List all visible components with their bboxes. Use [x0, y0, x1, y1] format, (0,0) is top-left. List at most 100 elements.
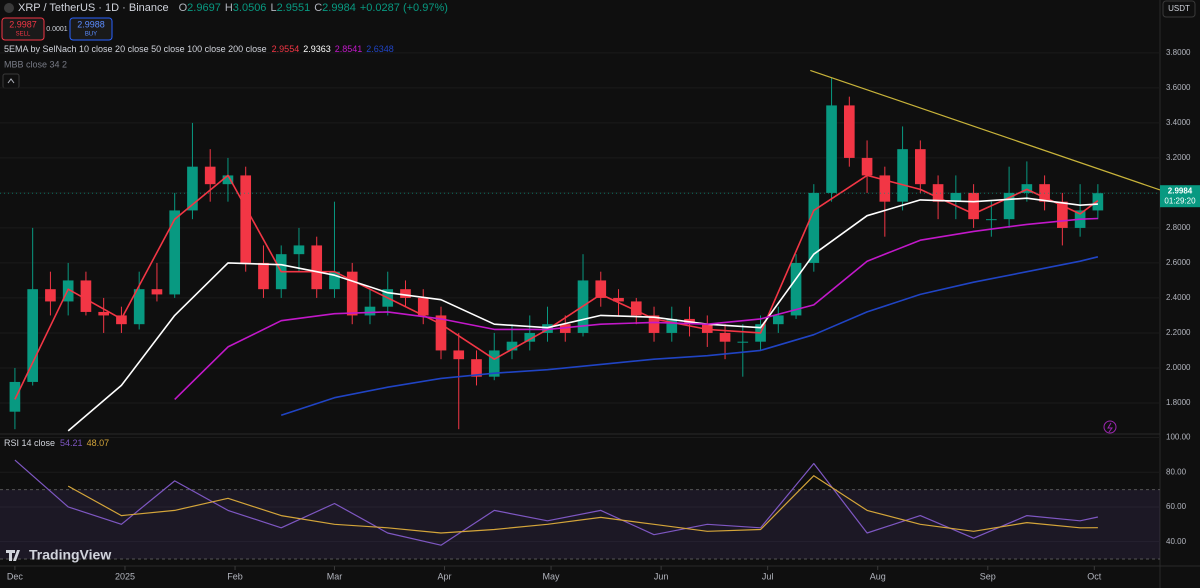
low: 2.9551	[277, 2, 311, 14]
alert-glyph	[1107, 422, 1113, 433]
open: 2.9697	[187, 2, 221, 14]
candle-body	[346, 271, 358, 316]
ema-value: 2.9363	[303, 44, 331, 54]
rsi-line	[14, 459, 1099, 546]
trendline	[810, 69, 1161, 191]
ema-value: 2.9554	[272, 44, 300, 54]
mbb-legend: MBB close 34 2	[4, 59, 67, 69]
candle-body	[187, 166, 198, 211]
candle-body	[329, 271, 340, 290]
candle-body	[9, 381, 21, 412]
close: 2.9984	[322, 2, 356, 14]
candle-body	[666, 318, 678, 333]
rsi-band	[0, 489, 1160, 560]
spread: 0.0001	[46, 26, 68, 33]
candle-body	[986, 219, 997, 221]
candle-body	[151, 289, 163, 295]
ema-line	[14, 174, 1099, 400]
candle-body	[595, 280, 607, 298]
rsi-legend: RSI 14 close 54.21 48.07	[4, 438, 109, 448]
y-tick-label: 40.00	[1166, 537, 1187, 546]
sell-label: SELL	[16, 32, 31, 38]
candle-body	[204, 166, 216, 185]
candle-body	[843, 105, 855, 158]
rsi-ma-value: 48.07	[87, 438, 110, 448]
candle-body	[968, 192, 979, 220]
y-tick-label: 60.00	[1166, 502, 1187, 511]
rsi-value: 54.21	[60, 438, 83, 448]
x-tick-label: Feb	[227, 571, 243, 581]
candle-body	[471, 359, 482, 377]
candle-body	[453, 350, 465, 360]
rsi-title: RSI 14 close	[4, 438, 55, 448]
ema-value: 2.6348	[366, 44, 394, 54]
candle-body	[524, 332, 536, 342]
candle-body	[417, 297, 429, 316]
candle-body	[897, 149, 908, 202]
symbol: XRP / TetherUS · 1D · Binance	[18, 2, 169, 14]
candle-body	[506, 341, 518, 351]
h-label: H	[225, 2, 233, 14]
c-label: C	[314, 2, 322, 14]
indicator-title: 5EMA by SelNach 10 close 20 close 50 clo…	[4, 44, 267, 54]
buy-button[interactable]	[69, 17, 113, 41]
candle-body	[116, 315, 127, 325]
last-price-box	[1160, 185, 1200, 208]
buy-price: 2.9988	[77, 19, 105, 29]
candle-body	[133, 289, 145, 325]
candle-body	[45, 289, 56, 302]
y-tick-label: 100.00	[1166, 433, 1191, 442]
rsi-line	[67, 475, 1098, 534]
ema-line	[67, 197, 1098, 432]
logo-mark	[6, 550, 20, 561]
candle-body	[293, 245, 305, 255]
o-label: O	[179, 2, 188, 14]
candle-body	[1003, 192, 1015, 220]
header: XRP / TetherUS · 1D · Binance O2.9697 H3.0…	[18, 2, 448, 14]
candle-body	[613, 297, 624, 302]
candle-body	[488, 350, 500, 377]
sell-button[interactable]	[1, 17, 45, 41]
indicator-legend: 5EMA by SelNach 10 close 20 close 50 clo…	[4, 44, 394, 54]
candle-body	[879, 175, 891, 202]
x-tick-label: Dec	[7, 571, 24, 581]
ema-value: 2.8541	[335, 44, 363, 54]
high: 3.0506	[233, 2, 267, 14]
candle-body	[1057, 201, 1068, 228]
candle-body	[772, 315, 784, 325]
alert-icon[interactable]	[1103, 420, 1117, 434]
y-tick-label: 3.8000	[1166, 48, 1191, 57]
candle-body	[826, 105, 837, 193]
y-tick-label: 2.4000	[1166, 293, 1191, 302]
candle-body	[790, 262, 802, 316]
candle-body	[258, 262, 269, 290]
candle-body	[98, 311, 110, 316]
candle-body	[400, 289, 411, 298]
candle-body	[950, 192, 962, 202]
y-tick-label: 2.0000	[1166, 363, 1191, 372]
candle-body	[27, 289, 38, 382]
currency-button[interactable]	[1162, 0, 1196, 18]
candle-body	[808, 192, 820, 263]
plot-layer	[0, 52, 1161, 560]
x-tick-label: Apr	[438, 571, 452, 581]
ema-line	[174, 217, 1098, 400]
candle-body	[719, 332, 731, 342]
x-tick-label: Jul	[762, 571, 774, 581]
symbol-icon	[4, 3, 14, 13]
candle-body	[435, 315, 447, 351]
l-label: L	[270, 2, 276, 14]
y-tick-label: 80.00	[1166, 467, 1187, 476]
y-tick-label: 3.6000	[1166, 83, 1191, 92]
countdown: 01:29:20	[1164, 196, 1196, 205]
candle-body	[861, 157, 873, 176]
candle-body	[169, 210, 181, 295]
x-tick-label: Oct	[1087, 571, 1102, 581]
y-tick-label: 2.6000	[1166, 258, 1191, 267]
x-tick-label: Mar	[327, 571, 343, 581]
y-tick-label: 2.2000	[1166, 328, 1191, 337]
currency: USDT	[1168, 4, 1190, 13]
candle-body	[915, 149, 926, 185]
